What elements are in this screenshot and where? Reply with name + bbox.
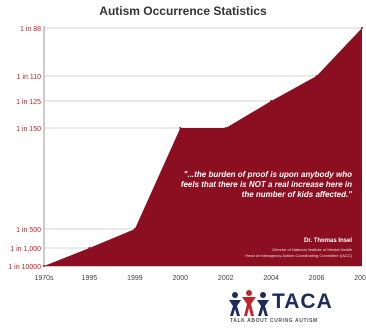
y-tick-label: 1 in 150 [16,126,41,133]
x-tick-label: 2006 [309,275,325,282]
quote-author-title-1: Director of National Institute of Mental… [272,247,352,252]
data-point [88,247,91,249]
x-tick-label: 2002 [218,275,234,282]
quote-author: Dr. Thomas Insel [303,238,352,244]
x-tick-label: 1970s [34,275,54,282]
x-tick-label: 2008 [354,275,366,282]
chart-title: Autism Occurrence Statistics [99,4,267,18]
x-tick-label: 2004 [263,275,279,282]
logo-wordmark: TACA [272,290,333,313]
data-point [361,27,363,29]
chart-quote: "...the burden of proof is upon anybody … [180,170,352,199]
logo-tagline: TALK ABOUT CURING AUTISM [230,318,318,324]
quote-author-title-2: Head of Interagency Autism Coordinating … [245,253,352,258]
taca-logo: TACA TALK ABOUT CURING AUTISM [228,290,364,332]
y-tick-label: 1 in 110 [17,74,41,81]
chart-plot: 1 in 10000 1 in 1,000 1 in 500 1 in 150 1 in… [8,26,366,282]
people-figures-icon [229,290,269,316]
area-series [44,28,362,266]
data-point [270,100,273,102]
data-point [43,265,45,267]
y-tick-label: 1 in 1,000 [10,246,41,253]
y-tick-label: 1 in 125 [16,99,41,106]
data-point [315,75,318,77]
y-tick-label: 1 in 500 [16,227,41,234]
x-tick-label: 1995 [82,275,98,282]
x-tick-label: 1999 [127,275,143,282]
data-point [179,127,182,129]
y-tick-label: 1 in 88 [20,26,41,33]
data-point [133,228,136,230]
data-point [224,127,227,129]
y-tick-label: 1 in 10000 [8,264,41,271]
x-tick-label: 2000 [172,275,188,282]
